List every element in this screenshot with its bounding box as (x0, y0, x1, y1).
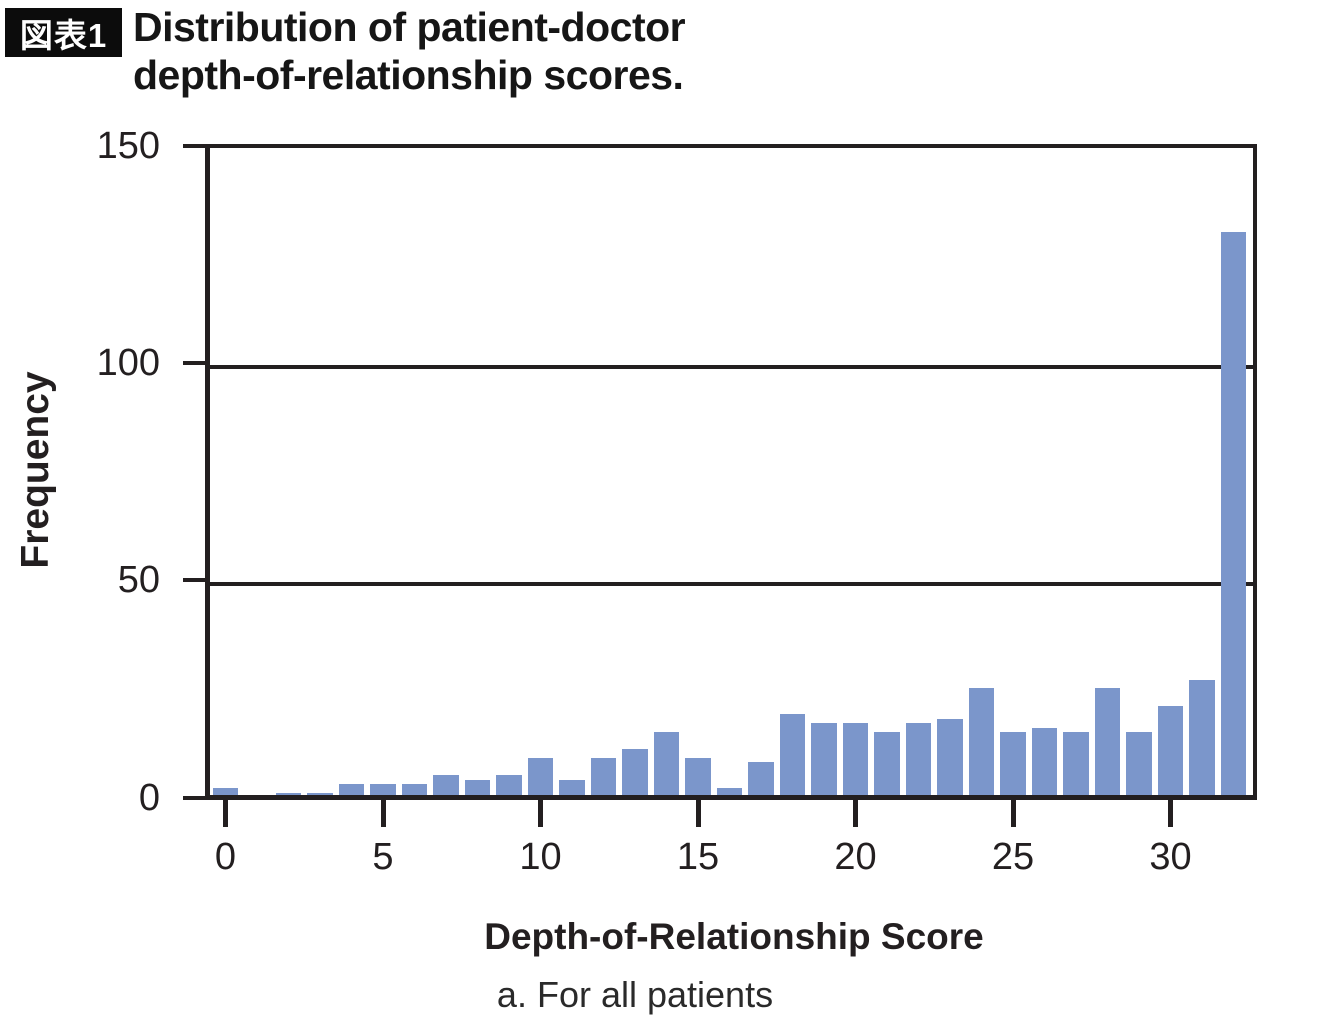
x-tick-0 (223, 800, 228, 827)
figure-title-line-2: depth-of-relationship scores. (133, 52, 684, 98)
bar-score-18 (779, 714, 806, 795)
y-tick-label-150: 150 (96, 125, 160, 167)
x-tick-label-0: 0 (214, 836, 237, 878)
bar-score-5 (370, 784, 396, 795)
gridline-50 (210, 582, 1253, 587)
bar-score-17 (748, 762, 774, 795)
bar-score-21 (874, 732, 900, 795)
figure-number-badge: 図表1 (5, 8, 122, 57)
y-tick-label-0: 0 (138, 776, 160, 819)
bar-score-31 (1189, 680, 1215, 795)
bar-score-9 (496, 775, 522, 795)
figure-title-line-1: Distribution of patient-doctor (133, 4, 686, 50)
y-tick-label-50: 50 (117, 559, 160, 602)
y-tick-0 (183, 795, 205, 800)
bar-score-0 (212, 788, 239, 795)
x-axis-title: Depth-of-Relationship Score (484, 916, 984, 957)
y-axis-title: Frequency (14, 371, 57, 569)
bar-score-7 (433, 775, 459, 795)
y-tick-50 (183, 578, 205, 583)
x-tick-label-10: 10 (519, 836, 562, 878)
x-tick-15 (695, 800, 701, 827)
x-tick-label-30: 30 (1149, 836, 1192, 878)
bar-score-6 (401, 784, 428, 795)
x-tick-label-25: 25 (991, 836, 1035, 878)
x-tick-25 (1010, 800, 1016, 827)
subfigure-caption: a. For all patients (496, 974, 774, 1015)
bar-score-30 (1157, 706, 1184, 795)
bar-score-3 (307, 793, 333, 795)
x-tick-label-15: 15 (676, 836, 720, 878)
bar-score-15 (685, 758, 711, 795)
bar-score-26 (1031, 728, 1058, 795)
bar-score-23 (937, 719, 963, 795)
bar-score-28 (1094, 688, 1121, 795)
bar-score-25 (1000, 732, 1026, 795)
bar-score-19 (811, 723, 837, 795)
bar-score-11 (559, 780, 585, 795)
y-tick-100 (183, 361, 205, 366)
bar-score-14 (653, 732, 680, 795)
x-tick-label-20: 20 (834, 836, 877, 878)
x-tick-30 (1168, 800, 1173, 827)
bar-score-16 (716, 788, 743, 795)
bar-score-8 (464, 780, 491, 795)
plot-inner (210, 148, 1253, 795)
bar-score-12 (590, 758, 617, 795)
plot-area (205, 144, 1257, 800)
bar-score-20 (842, 723, 869, 795)
bar-score-27 (1063, 732, 1089, 795)
y-tick-150 (183, 144, 205, 148)
bar-score-24 (968, 688, 995, 795)
x-tick-20 (853, 800, 858, 827)
bar-score-10 (527, 758, 554, 795)
x-tick-10 (538, 800, 543, 827)
bar-score-13 (622, 749, 648, 795)
x-tick-5 (380, 800, 386, 827)
gridline-100 (210, 365, 1253, 370)
x-tick-label-5: 5 (372, 836, 394, 878)
bar-score-22 (905, 723, 932, 795)
bar-score-4 (338, 784, 365, 795)
bar-score-29 (1126, 732, 1152, 795)
bar-score-2 (275, 793, 302, 795)
bar-score-32 (1220, 232, 1247, 795)
y-tick-label-100: 100 (96, 342, 160, 385)
